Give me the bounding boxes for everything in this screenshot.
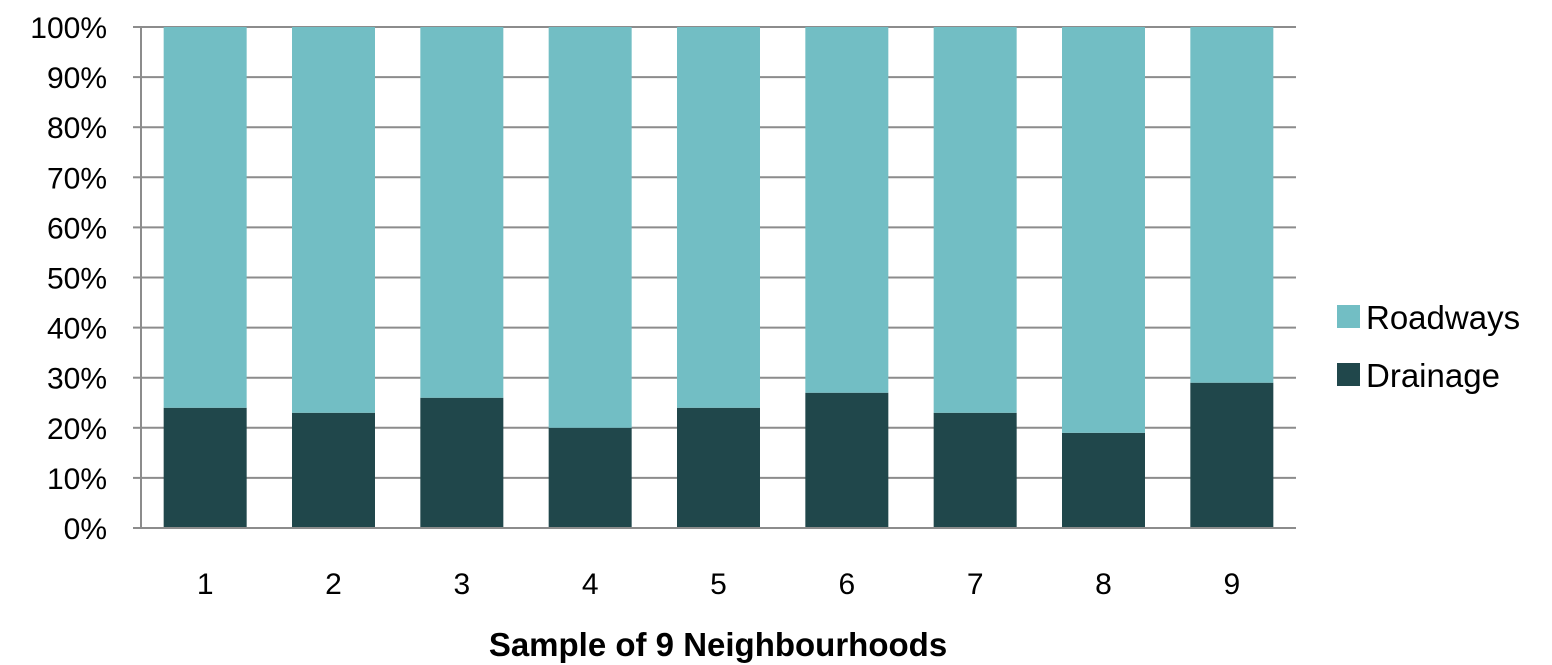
x-tick-label: 7 [967, 568, 984, 601]
bar-drainage-2 [292, 412, 375, 528]
bar-drainage-9 [1190, 382, 1274, 528]
bar-roadways-7 [933, 27, 1017, 413]
bar-roadways-8 [1062, 27, 1145, 433]
bar-roadways-5 [677, 27, 760, 408]
legend-label-drainage: Drainage [1366, 357, 1500, 394]
x-tick-label: 6 [838, 568, 855, 601]
legend-label-roadways: Roadways [1366, 299, 1520, 336]
axes [140, 27, 1296, 529]
y-tick-label: 100% [30, 12, 107, 45]
x-tick-label: 3 [453, 568, 470, 601]
y-tick-label: 90% [47, 62, 107, 95]
x-tick-label: 2 [325, 568, 342, 601]
bar-roadways-9 [1190, 27, 1274, 383]
bar-drainage-8 [1062, 432, 1145, 528]
x-tick-label: 9 [1223, 568, 1240, 601]
legend-swatch-roadways [1337, 305, 1360, 328]
y-tick-label: 0% [64, 513, 107, 546]
x-axis-title: Sample of 9 Neighbourhoods [489, 626, 947, 663]
bar-drainage-1 [163, 407, 247, 528]
bar-roadways-2 [292, 27, 375, 413]
y-tick-labels: 0% 10% 20% 30% 40% 50% 60% 70% 80% 90% 100% [30, 12, 107, 546]
x-tick-label: 4 [582, 568, 599, 601]
y-tick-label: 30% [47, 363, 107, 396]
legend-swatch-drainage [1337, 363, 1360, 386]
bar-roadways-6 [805, 27, 889, 393]
x-tick-label: 8 [1095, 568, 1112, 601]
bar-roadways-4 [548, 27, 632, 428]
x-tick-label: 1 [197, 568, 214, 601]
y-tick-label: 50% [47, 263, 107, 296]
bar-drainage-4 [548, 427, 632, 528]
y-tick-label: 40% [47, 313, 107, 346]
bar-drainage-3 [420, 397, 504, 528]
legend: Roadways Drainage [1337, 299, 1520, 394]
x-tick-labels: 1 2 3 4 5 6 7 8 9 [197, 568, 1240, 601]
bar-drainage-5 [677, 407, 760, 528]
y-tick-label: 80% [47, 112, 107, 145]
y-tick-label: 20% [47, 413, 107, 446]
y-tick-label: 10% [47, 463, 107, 496]
bar-drainage-6 [805, 392, 889, 528]
bar-roadways-3 [420, 27, 504, 398]
bar-roadways-1 [163, 27, 247, 408]
x-tick-label: 5 [710, 568, 727, 601]
y-tick-label: 60% [47, 212, 107, 245]
y-tick-label: 70% [47, 162, 107, 195]
bar-drainage-7 [933, 412, 1017, 528]
bars [163, 27, 1274, 528]
